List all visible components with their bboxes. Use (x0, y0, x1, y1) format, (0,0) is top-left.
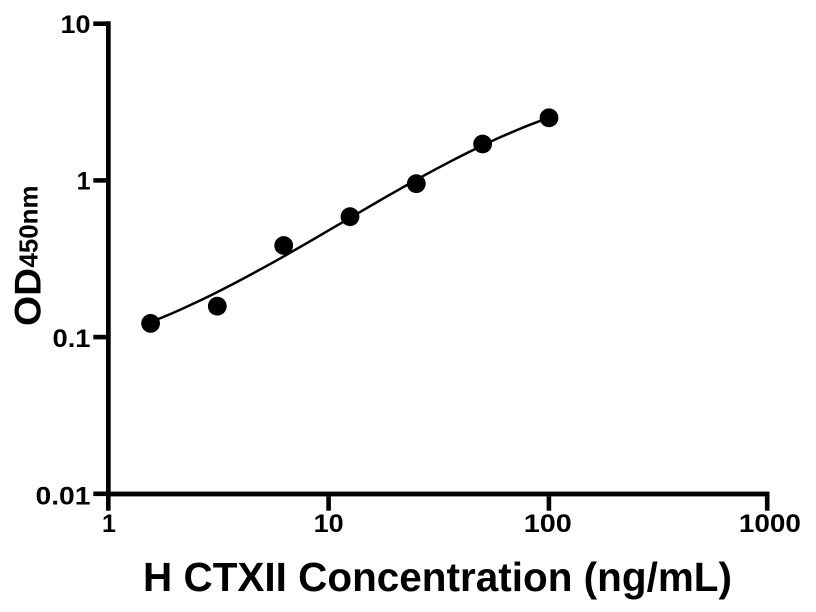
svg-text:100: 100 (524, 510, 572, 538)
svg-text:0.1: 0.1 (53, 325, 91, 353)
svg-text:1000: 1000 (739, 510, 801, 538)
svg-text:1: 1 (102, 510, 116, 538)
svg-text:0.01: 0.01 (36, 483, 91, 511)
svg-text:OD: OD (7, 268, 48, 326)
svg-text:450nm: 450nm (14, 186, 44, 268)
svg-text:1: 1 (77, 168, 91, 196)
svg-text:10: 10 (61, 11, 91, 39)
svg-text:H CTXII Concentration (ng/mL): H CTXII Concentration (ng/mL) (143, 554, 732, 600)
svg-text:10: 10 (314, 510, 344, 538)
